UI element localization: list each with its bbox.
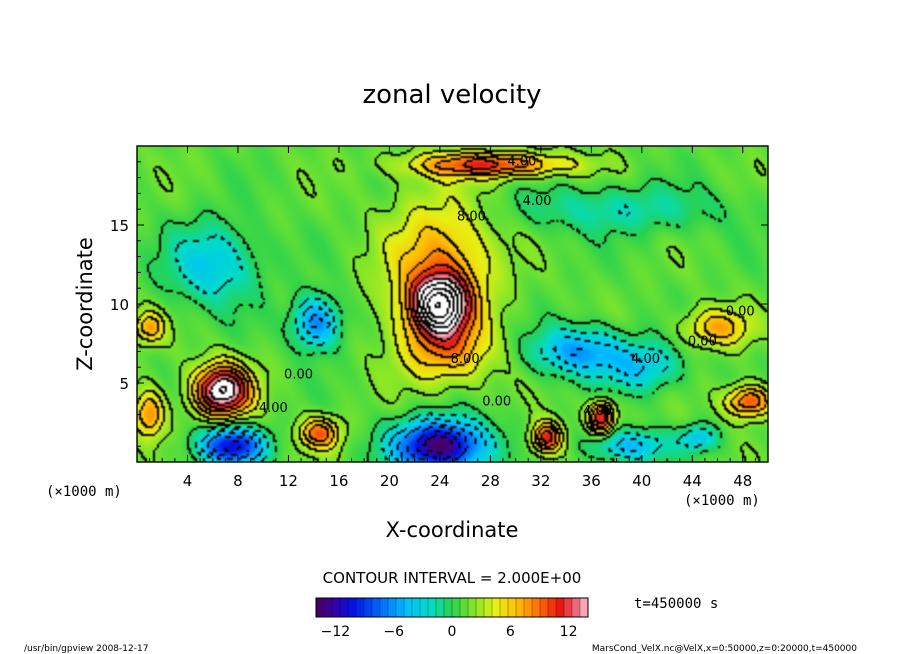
contour-interval-text: CONTOUR INTERVAL = 2.000E+00 (323, 569, 582, 587)
colorbar-segment (387, 597, 397, 618)
heatmap-field (137, 146, 768, 462)
x-tick-label: 12 (279, 472, 298, 490)
x-tick-label: 32 (531, 472, 550, 490)
x-tick-label: 28 (481, 472, 500, 490)
colorbar-segment (323, 597, 333, 618)
colorbar-segment (483, 597, 493, 618)
x-axis-ticks: 4 8 12 16 20 24 28 32 36 40 44 48 (149, 146, 756, 490)
contour-label: 4.00 (631, 352, 660, 367)
x-tick-label: 8 (233, 472, 243, 490)
colorbar-frame (315, 597, 589, 618)
chart-title: zonal velocity (362, 80, 541, 110)
colorbar-segment (371, 597, 381, 618)
x-tick-label: 48 (733, 472, 752, 490)
colorbar-segment (451, 597, 461, 618)
colorbar-segment (363, 597, 373, 618)
contour-label: 4.00 (259, 401, 288, 416)
colorbar-segment (467, 597, 477, 618)
x-unit-left: (×1000 m) (46, 484, 122, 500)
x-tick-label: 44 (683, 472, 702, 490)
colorbar-tick-label: 6 (506, 624, 515, 640)
colorbar-segment (379, 597, 389, 618)
x-axis-label: X-coordinate (386, 518, 519, 542)
footer-right: MarsCond_VelX.nc@VelX,x=0:50000,z=0:2000… (592, 644, 857, 654)
x-tick-label: 4 (183, 472, 193, 490)
x-tick-label: 16 (329, 472, 348, 490)
colorbar-tick-label: −6 (383, 624, 404, 640)
colorbar-segment (571, 597, 581, 618)
heatmap-image (137, 146, 768, 462)
contour-label: 0.00 (688, 334, 717, 349)
colorbar (315, 597, 589, 618)
time-label: t=450000 s (634, 596, 718, 612)
colorbar-segment (403, 597, 413, 618)
colorbar-tick-label: 0 (448, 624, 457, 640)
footer-left: /usr/bin/gpview 2008-12-17 (24, 644, 148, 654)
colorbar-segment (523, 597, 533, 618)
y-tick-label: 15 (110, 217, 129, 235)
colorbar-segment (579, 597, 589, 618)
x-unit-right: (×1000 m) (684, 493, 760, 509)
y-tick-label: 10 (110, 296, 129, 314)
y-tick-label: 5 (119, 375, 129, 393)
x-tick-label: 40 (632, 472, 651, 490)
contour-label: 8.00 (451, 352, 480, 367)
colorbar-segment (475, 597, 485, 618)
colorbar-ticks: −12 −6 0 6 12 (321, 624, 578, 640)
colorbar-segment (331, 597, 341, 618)
colorbar-segment (515, 597, 525, 618)
colorbar-segment (419, 597, 429, 618)
colorbar-segment (395, 597, 405, 618)
colorbar-segment (315, 597, 325, 618)
colorbar-segment (539, 597, 549, 618)
colorbar-segment (555, 597, 565, 618)
colorbar-segment (459, 597, 469, 618)
x-tick-label: 36 (582, 472, 601, 490)
colorbar-segment (531, 597, 541, 618)
contour-label: 4.00 (583, 404, 612, 419)
colorbar-tick-label: −12 (321, 624, 351, 640)
contour-labels: 4.00 4.00 8.00 8.00 0.00 4.00 4.00 4.00 0.00 0.00… (259, 154, 755, 419)
colorbar-segment (347, 597, 357, 618)
colorbar-segment (491, 597, 501, 618)
colorbar-segment (411, 597, 421, 618)
colorbar-segment (563, 597, 573, 618)
contour-label: 0.00 (726, 304, 755, 319)
colorbar-segment (427, 597, 437, 618)
contour-label: 0.00 (482, 394, 511, 409)
y-axis-ticks: 5 10 15 (110, 161, 768, 447)
x-tick-label: 20 (380, 472, 399, 490)
colorbar-segment (435, 597, 445, 618)
contour-label: 8.00 (457, 210, 486, 225)
colorbar-segment (443, 597, 453, 618)
colorbar-tick-label: 12 (560, 624, 578, 640)
colorbar-segment (547, 597, 557, 618)
x-tick-label: 24 (430, 472, 449, 490)
colorbar-segment (499, 597, 509, 618)
contour-label: 0.00 (284, 368, 313, 383)
y-axis-label: Z-coordinate (73, 237, 97, 371)
colorbar-segment (339, 597, 349, 618)
colorbar-segment (507, 597, 517, 618)
contour-label: 4.00 (523, 194, 552, 209)
contour-label: 4.00 (507, 154, 536, 169)
colorbar-segment (355, 597, 365, 618)
